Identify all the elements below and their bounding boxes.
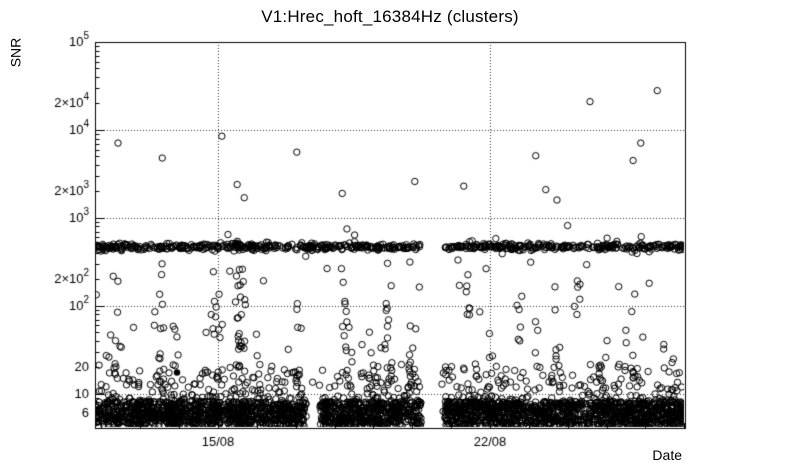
chart-title: V1:Hrec_hoft_16384Hz (clusters) [261, 7, 519, 26]
y-axis-label: SNR [7, 37, 24, 68]
x-axis-label: Date [652, 447, 682, 463]
